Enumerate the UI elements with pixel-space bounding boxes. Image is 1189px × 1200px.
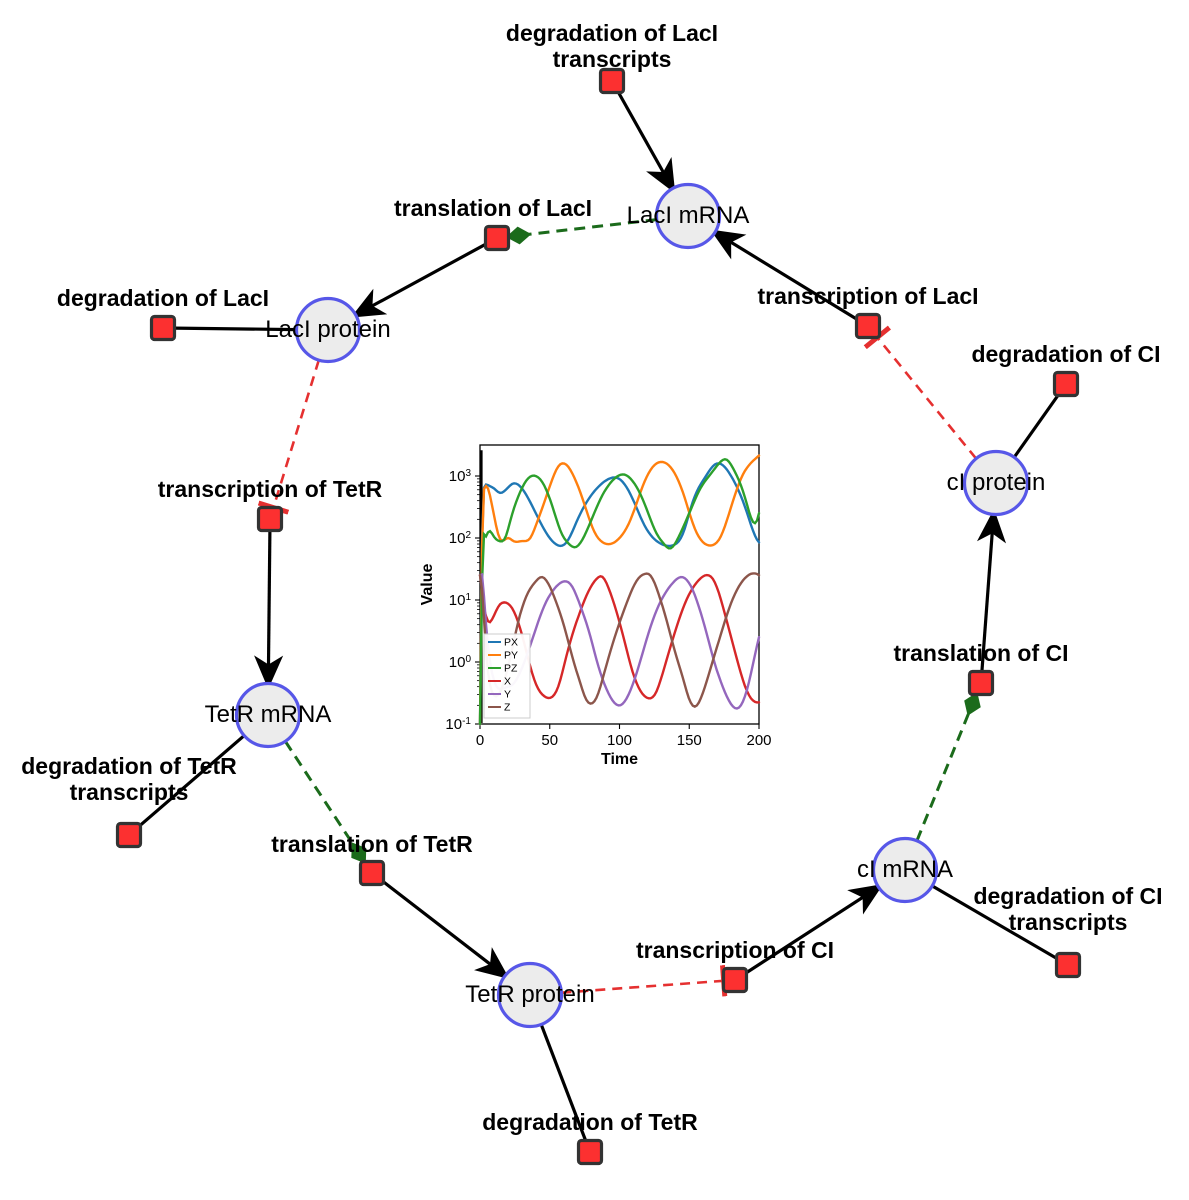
- svg-text:Value: Value: [419, 564, 436, 606]
- svg-text:0: 0: [476, 732, 484, 749]
- svg-text:Z: Z: [504, 702, 511, 714]
- svg-text:PZ: PZ: [504, 663, 518, 675]
- svg-text:PX: PX: [504, 637, 518, 649]
- svg-text:50: 50: [541, 732, 558, 749]
- svg-text:PY: PY: [504, 650, 518, 662]
- svg-text:100: 100: [607, 732, 632, 749]
- svg-text:200: 200: [746, 732, 771, 749]
- svg-text:Y: Y: [504, 689, 511, 701]
- svg-text:150: 150: [677, 732, 702, 749]
- svg-text:Time: Time: [601, 751, 638, 768]
- svg-text:X: X: [504, 676, 511, 688]
